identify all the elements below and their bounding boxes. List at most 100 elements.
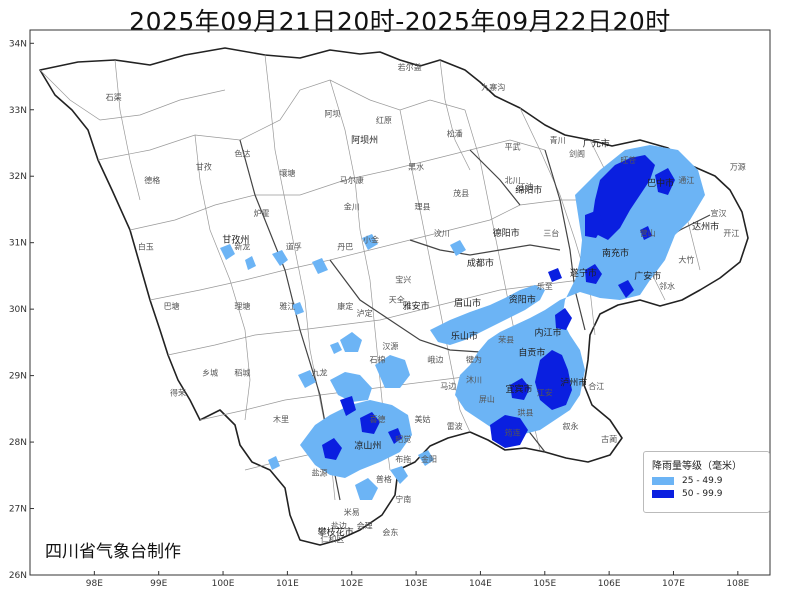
county-label: 峨边 (427, 354, 443, 364)
county-label: 石棉 (369, 354, 385, 364)
lat-tick-label: 34N (9, 39, 27, 49)
county-label: 马尔康 (340, 175, 364, 185)
city-label: 绵阳市 (515, 184, 542, 196)
latitude-labels: 34N 33N 32N 31N 30N 29N 28N 27N 26N (9, 39, 27, 581)
county-label: 屏山 (479, 394, 495, 404)
county-label: 乡城 (202, 369, 218, 378)
lon-tick-label: 105E (533, 579, 556, 589)
city-label: 广元市 (583, 137, 610, 149)
county-label: 沐川 (466, 374, 482, 384)
county-label: 开江 (723, 229, 739, 238)
county-label: 珙县 (517, 407, 533, 417)
county-label: 美姑 (415, 414, 431, 424)
county-label: 炉霍 (254, 208, 270, 218)
county-label: 稻城 (234, 368, 250, 378)
city-label: 达州市 (692, 220, 719, 232)
county-label: 理县 (415, 202, 431, 211)
city-label: 资阳市 (509, 294, 536, 306)
legend-swatch-light (652, 477, 674, 485)
county-label: 盐源 (312, 467, 328, 477)
county-label: 普格 (376, 474, 392, 484)
county-label: 九寨沟 (481, 82, 505, 92)
county-label: 石渠 (106, 92, 122, 102)
county-label: 红原 (376, 115, 392, 125)
city-label: 巴中市 (647, 177, 674, 189)
province-outline (39, 47, 749, 546)
county-label: 旺苍 (620, 155, 636, 165)
county-label: 宝兴 (395, 275, 411, 285)
legend: 降雨量等级（毫米） 25 - 49.9 50 - 99.9 (643, 451, 770, 513)
city-label: 乐山市 (451, 330, 478, 342)
longitude-labels: 98E 99E 100E 101E 102E 103E 104E 105E 106E 107E 10… (86, 579, 750, 589)
county-label: 松潘 (447, 128, 463, 138)
county-label: 北川 (505, 176, 521, 185)
county-label: 昭觉 (395, 434, 411, 444)
county-label: 阿坝 (324, 109, 340, 118)
lat-tick-label: 26N (9, 571, 27, 581)
county-label: 喜德 (369, 414, 385, 424)
lat-tick-label: 32N (9, 172, 27, 182)
county-label: 黑水 (408, 162, 424, 172)
lon-tick-label: 108E (726, 579, 749, 589)
lon-tick-label: 102E (340, 579, 363, 589)
county-label: 大竹 (678, 255, 694, 265)
legend-item-light: 25 - 49.9 (652, 476, 769, 486)
legend-title: 降雨量等级（毫米） (652, 461, 742, 472)
axis-ticks (30, 42, 739, 576)
county-label: 雷波 (447, 421, 463, 431)
county-label: 青川 (550, 135, 566, 145)
county-label: 通江 (678, 175, 694, 185)
city-label: 自贡市 (518, 347, 545, 359)
city-label: 泸州市 (560, 377, 587, 389)
county-label: 雅江 (279, 301, 295, 311)
lat-tick-label: 28N (9, 438, 27, 448)
county-label: 新龙 (234, 241, 250, 251)
lon-tick-label: 99E (150, 579, 167, 589)
county-label: 若尔盖 (398, 62, 422, 72)
county-label: 江安 (537, 388, 553, 398)
lat-tick-label: 33N (9, 106, 27, 116)
county-label: 宁南 (395, 494, 411, 504)
county-label: 理塘 (234, 301, 250, 311)
lon-tick-label: 106E (598, 579, 621, 589)
county-label: 康定 (337, 301, 353, 311)
county-label: 江油 (517, 182, 533, 192)
lat-tick-label: 29N (9, 372, 27, 382)
county-label: 马边 (440, 381, 456, 391)
rainfall-50-99-area (322, 155, 675, 460)
county-label: 汶川 (434, 228, 450, 238)
legend-label-light: 25 - 49.9 (682, 476, 723, 486)
county-label: 邻水 (659, 281, 675, 291)
city-label: 德阳市 (493, 227, 520, 239)
county-label: 德格 (144, 175, 160, 185)
county-label: 道孚 (286, 241, 302, 251)
city-label: 凉山州 (354, 440, 381, 452)
city-label: 内江市 (534, 327, 561, 339)
lon-tick-label: 107E (662, 579, 685, 589)
county-label: 得荣 (170, 388, 186, 398)
county-label: 三台 (543, 228, 559, 238)
county-label: 平武 (505, 142, 521, 152)
lon-tick-label: 101E (276, 579, 299, 589)
county-label: 仁和区 (320, 534, 344, 544)
county-label: 白玉 (138, 241, 154, 251)
county-label: 盐边 (331, 520, 347, 530)
county-label: 汉源 (382, 342, 398, 351)
county-label: 丹巴 (337, 242, 353, 251)
county-label: 甘孜 (196, 162, 212, 172)
city-label: 甘孜州 (222, 234, 249, 246)
county-label: 九龙 (312, 368, 328, 378)
lat-tick-label: 27N (9, 505, 27, 515)
county-label: 金川 (344, 201, 360, 211)
city-label: 成都市 (467, 257, 494, 269)
lon-tick-label: 98E (86, 579, 103, 589)
lat-tick-label: 31N (9, 239, 27, 249)
county-label: 米易 (344, 507, 360, 517)
county-label: 天全 (389, 295, 405, 305)
city-label: 南充市 (602, 247, 629, 259)
county-label: 会理 (357, 520, 373, 530)
county-label: 巴塘 (164, 301, 180, 311)
